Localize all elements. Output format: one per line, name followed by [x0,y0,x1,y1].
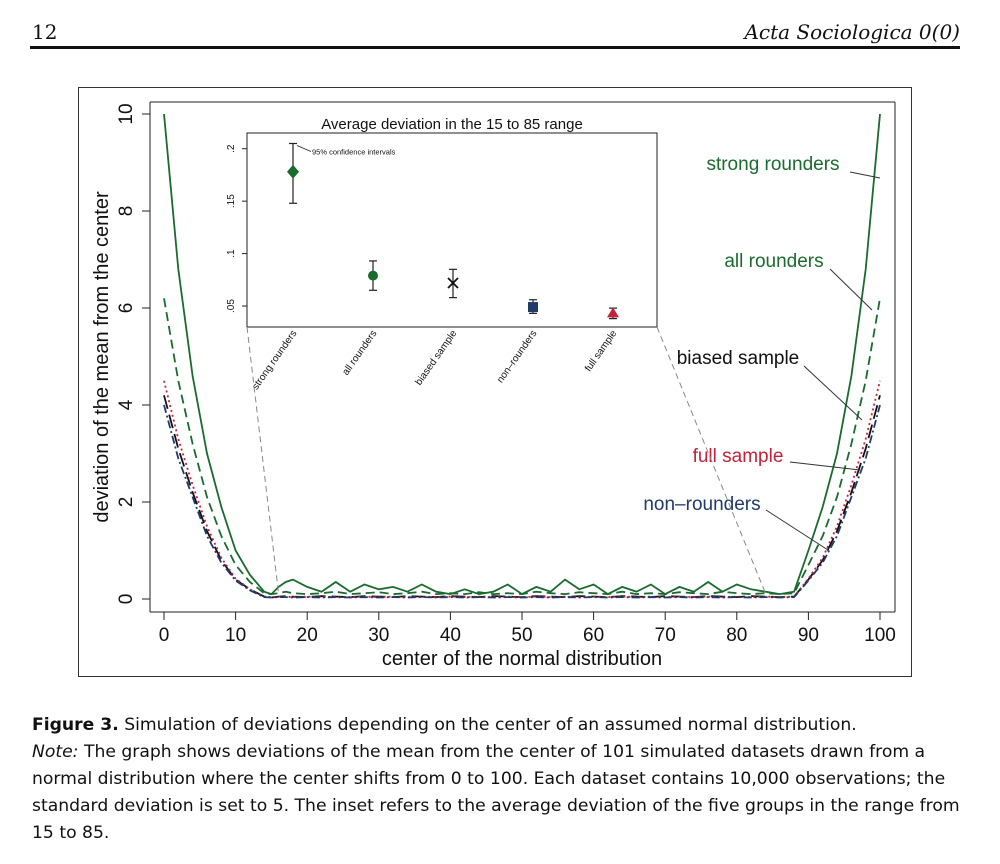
x-tick-label: 40 [440,625,461,646]
label-leader-line [829,268,873,311]
inset-category-label: non–rounders [495,328,539,385]
inset-y-tick-label: .1 [226,249,237,258]
series-line [163,395,881,599]
x-tick-label: 20 [297,625,318,646]
x-tick-label: 70 [655,625,676,646]
x-tick-label: 0 [159,625,170,646]
y-tick-label: 0 [116,594,137,605]
inset-title: Average deviation in the 15 to 85 range [321,116,583,133]
series-line [163,380,881,599]
y-axis-label: deviation of the mean from the center [91,191,113,523]
note-label: Note: [32,742,79,762]
zoom-connector-left [246,326,280,594]
x-tick-label: 80 [726,625,747,646]
inset-category-label: full sample [583,328,620,374]
annotation-pointer [296,145,312,152]
x-axis-label: center of the normal distribution [382,648,662,670]
y-tick-label: 6 [116,303,137,314]
x-tick-label: 50 [511,625,532,646]
journal-title: Acta Sociologica 0(0) [744,20,960,44]
series-label: biased sample [677,348,800,369]
point-marker [287,164,299,179]
y-tick-label: 2 [116,497,137,508]
inset-frame [246,132,658,328]
inset-y-tick-label: .15 [226,194,237,208]
figure-caption: Figure 3. Simulation of deviations depen… [32,712,960,847]
series-line [163,113,881,596]
series-line [163,404,881,599]
inset-y-tick-label: .2 [226,144,237,153]
series-label: strong rounders [706,154,839,175]
figure-chart: 0 10 20 30 40 50 60 70 80 90 100 0 2 4 6 8 10 center of t… [91,101,896,670]
label-leader-line [803,365,863,421]
page-number: 12 [32,20,58,44]
inset-category-label: strong rounders [250,328,299,392]
figure-frame [78,87,912,677]
inset-y-tick-label: .05 [226,299,237,313]
y-tick-label: 4 [116,399,137,410]
x-tick-label: 100 [864,625,896,646]
header-rule [30,46,960,49]
inset-category-label: biased sample [413,328,459,387]
point-marker [368,270,378,281]
zoom-connector-right [656,326,766,594]
figure-label: Figure 3. [32,715,119,735]
label-leader-line [789,461,861,471]
series-label: all rounders [724,251,823,272]
point-marker [528,302,538,313]
point-marker [607,307,619,318]
series-line [163,298,881,596]
series-label: non–rounders [643,494,760,515]
inset-annotation: 95% confidence intervals [312,147,396,156]
x-tick-label: 30 [368,625,389,646]
x-tick-label: 90 [798,625,819,646]
label-leader-line [849,171,881,179]
x-tick-label: 10 [225,625,246,646]
point-marker [447,277,459,289]
y-tick-label: 8 [116,206,137,217]
series-label: full sample [693,446,784,467]
y-tick-label: 10 [116,103,137,124]
inset-category-label: all rounders [340,328,379,377]
label-leader-line [765,509,829,551]
x-tick-label: 60 [583,625,604,646]
page-header: 12 Acta Sociologica 0(0) [30,18,960,48]
note-text: The graph shows deviations of the mean f… [32,742,960,843]
caption-text: Simulation of deviations depending on th… [124,715,857,735]
